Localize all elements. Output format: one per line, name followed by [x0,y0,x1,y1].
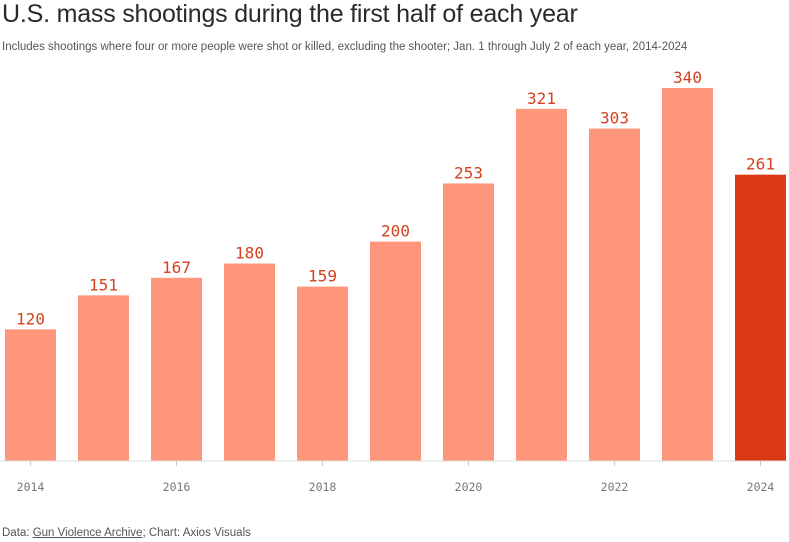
x-tick-label-2024: 2024 [747,480,775,494]
footer-credit: ; Chart: Axios Visuals [142,527,251,539]
value-label-2021: 321 [527,89,556,108]
value-label-2020: 253 [454,163,483,182]
bar-2018 [297,286,348,461]
bar-2022 [589,128,640,461]
bar-2019 [370,241,421,461]
value-label-2022: 303 [600,109,629,128]
bar-2015 [78,295,129,461]
value-label-2015: 151 [89,275,118,294]
chart-subtitle: Includes shootings where four or more pe… [2,41,688,53]
bar-2020 [443,183,494,461]
bar-2017 [224,263,275,461]
x-tick-label-2018: 2018 [309,480,337,494]
value-label-2016: 167 [162,258,191,277]
bar-2024 [735,174,786,461]
value-label-2017: 180 [235,244,264,263]
value-label-2018: 159 [308,267,337,286]
bar-2016 [151,277,202,461]
bar-2014 [5,329,56,461]
x-tick-label-2022: 2022 [601,480,629,494]
value-label-2019: 200 [381,222,410,241]
value-labels-group: 120 151 167 180 159 200 253 321 303 340 261 [16,68,775,328]
source-link[interactable]: Gun Violence Archive [32,527,143,539]
chart-footer: Data: Gun Violence Archive; Chart: Axios… [2,527,251,539]
x-tick-label-2020: 2020 [455,480,483,494]
bar-2023 [662,88,713,461]
x-axis-ticks-group: 2014 2016 2018 2020 2022 2024 [17,461,775,494]
bars-group [5,88,786,461]
value-label-2014: 120 [16,309,45,328]
footer-data-prefix: Data: [2,527,33,539]
bar-2021 [516,108,567,461]
x-tick-label-2014: 2014 [17,480,45,494]
value-label-2024: 261 [746,155,775,174]
chart-title: U.S. mass shootings during the first hal… [2,0,578,28]
value-label-2023: 340 [673,68,702,87]
x-tick-label-2016: 2016 [163,480,191,494]
